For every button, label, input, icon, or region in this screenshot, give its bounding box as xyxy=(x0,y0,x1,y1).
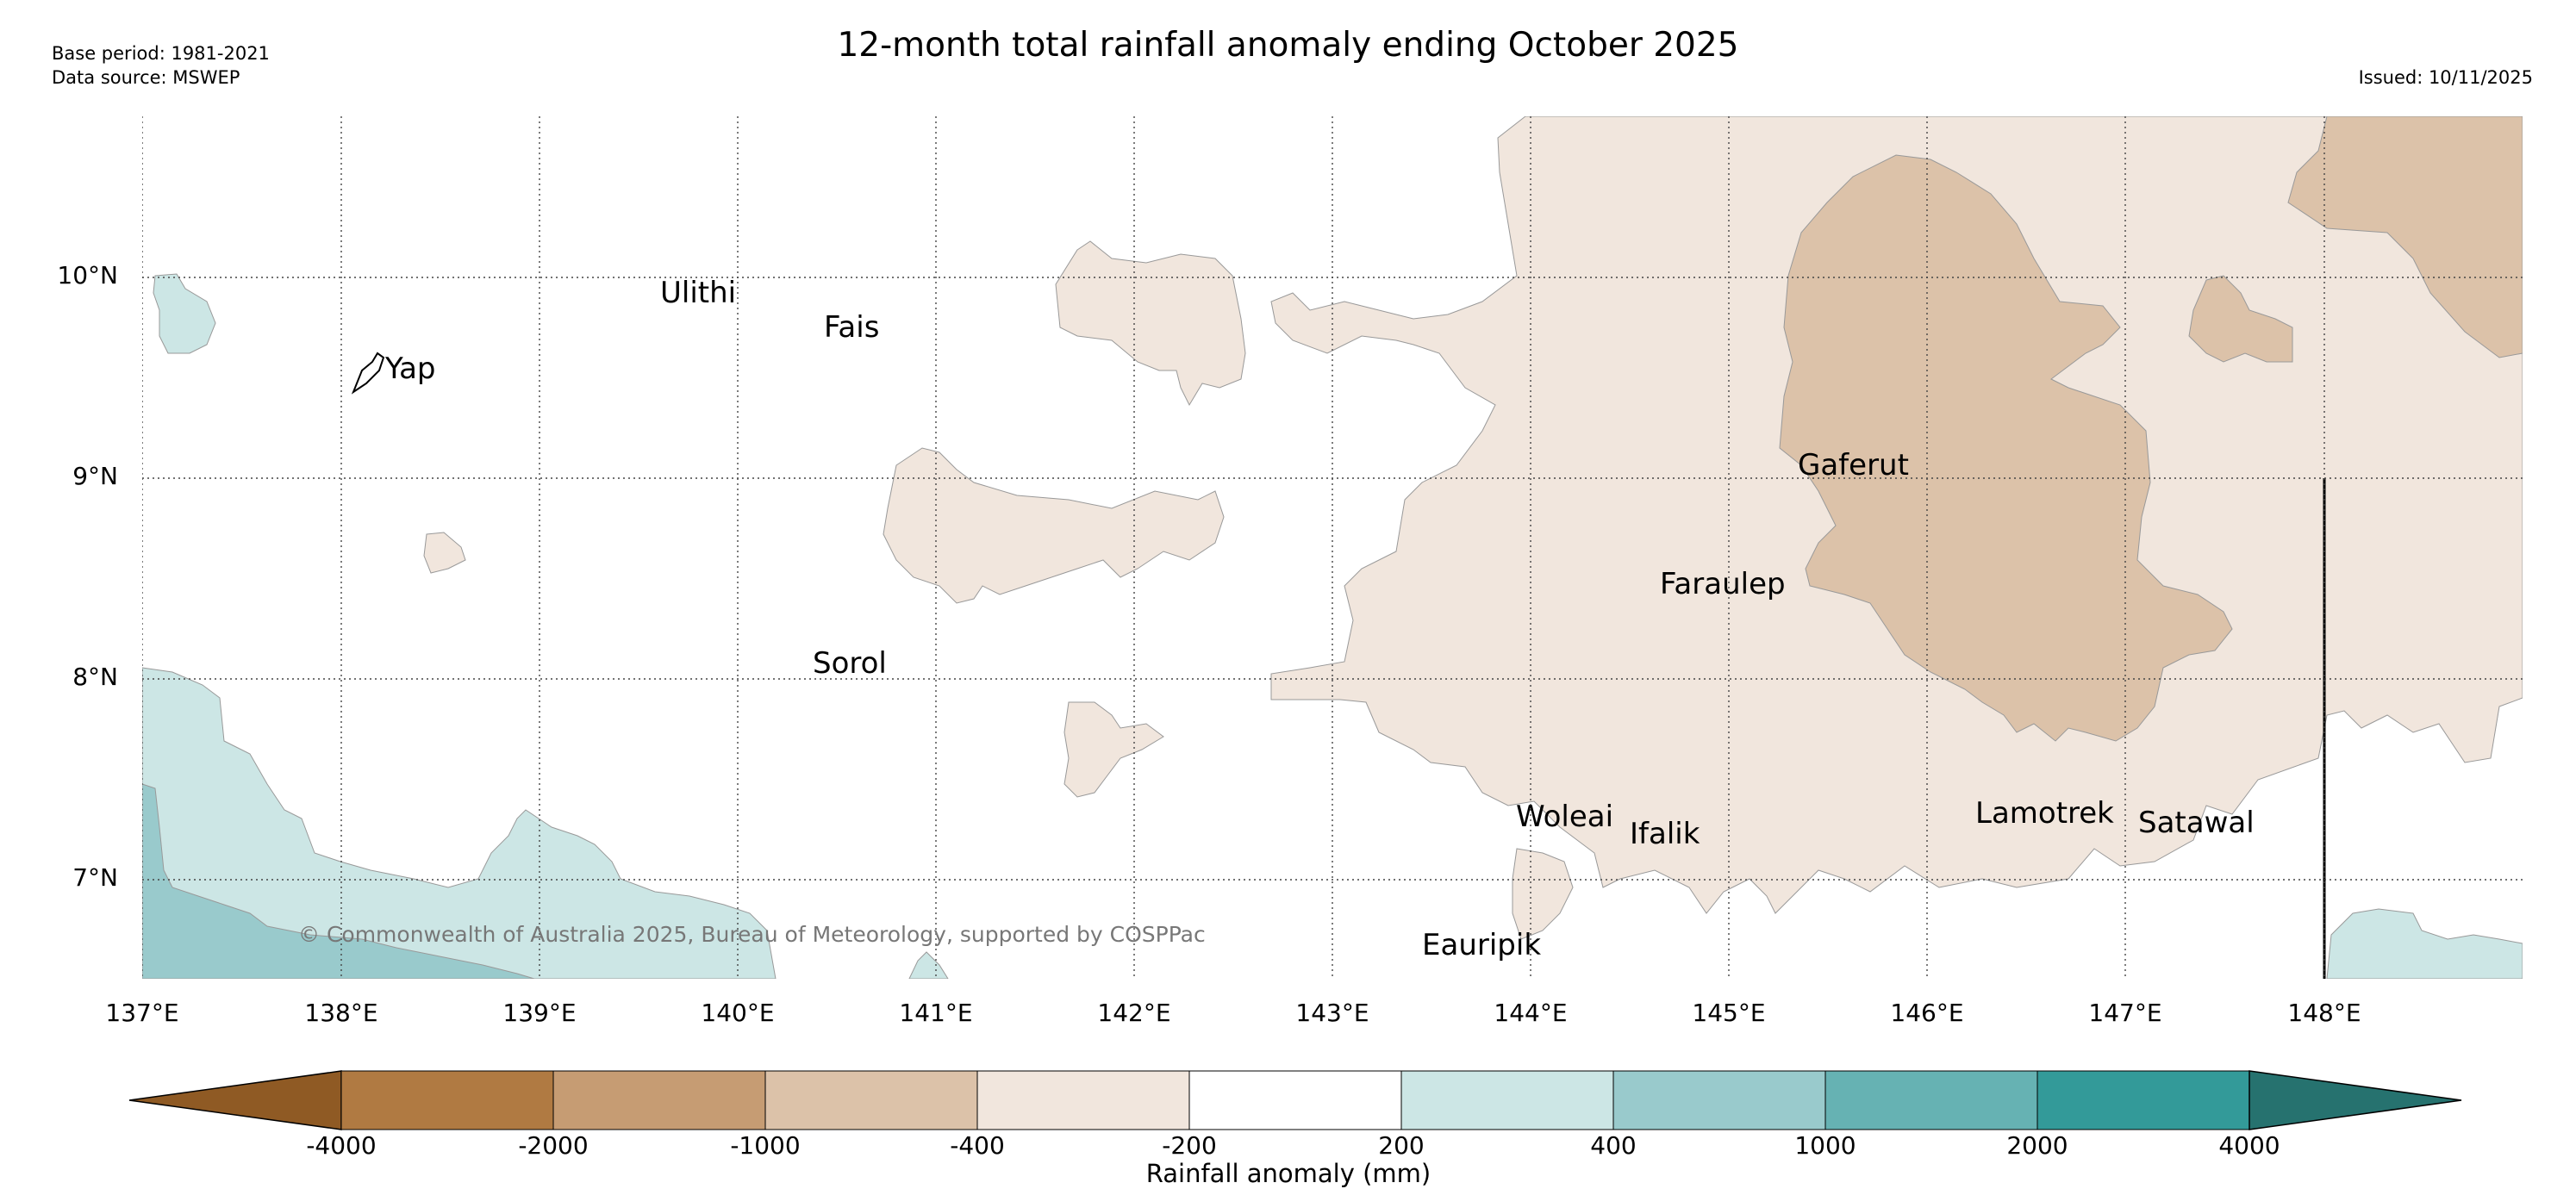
copyright-notice: © Commonwealth of Australia 2025, Bureau… xyxy=(298,922,1206,947)
lon-label-141e: 141°E xyxy=(899,999,973,1027)
colorbar-segment xyxy=(976,1070,1190,1130)
lon-label-140e: 140°E xyxy=(701,999,775,1027)
base-period-note: Base period: 1981-2021 xyxy=(52,43,270,64)
lon-label-139e: 139°E xyxy=(502,999,577,1027)
lon-label-138e: 138°E xyxy=(304,999,378,1027)
colorbar-tick-label: 1000 xyxy=(1794,1131,1856,1160)
moderate-dry-anomaly-region xyxy=(1779,154,2233,742)
place-label-faraulep: Faraulep xyxy=(1660,567,1786,601)
lon-label-142e: 142°E xyxy=(1097,999,1171,1027)
colorbar-segment xyxy=(1612,1070,1826,1130)
lat-label-7n: 7°N xyxy=(72,863,118,892)
dry-patch-141e xyxy=(883,447,1225,604)
lon-label-145e: 145°E xyxy=(1692,999,1766,1027)
dry-patch-138-5e xyxy=(423,532,466,574)
colorbar-tick-label: 4000 xyxy=(2218,1131,2280,1160)
place-label-fais: Fais xyxy=(824,310,880,345)
dry-patch-eauripik xyxy=(1512,848,1574,940)
wet-patch-se xyxy=(2326,908,2523,979)
place-label-satawal: Satawal xyxy=(2138,806,2255,840)
place-label-lamotrek: Lamotrek xyxy=(1975,796,2114,831)
wet-anomaly-region-sw xyxy=(142,667,777,979)
place-label-eauripik: Eauripik xyxy=(1422,928,1542,962)
colorbar-segment xyxy=(552,1070,766,1130)
lon-label-148e: 148°E xyxy=(2287,999,2361,1027)
wet-patch-141e xyxy=(908,951,949,979)
lon-label-146e: 146°E xyxy=(1890,999,1964,1027)
place-label-woleai: Woleai xyxy=(1516,800,1614,834)
wet-anomaly-region-sw-strong xyxy=(142,783,535,979)
data-source-note: Data source: MSWEP xyxy=(52,67,240,88)
lon-label-137e: 137°E xyxy=(105,999,179,1027)
colorbar-tick-label: 2000 xyxy=(2006,1131,2068,1160)
colorbar xyxy=(128,1070,2462,1130)
lon-label-143e: 143°E xyxy=(1295,999,1369,1027)
place-label-ifalik: Ifalik xyxy=(1630,817,1700,851)
moderate-dry-anomaly-patch xyxy=(2188,275,2293,363)
colorbar-segment xyxy=(340,1070,554,1130)
colorbar-segment xyxy=(764,1070,978,1130)
lat-label-10n: 10°N xyxy=(57,261,118,289)
lat-label-9n: 9°N xyxy=(72,462,118,490)
colorbar-segment xyxy=(2036,1070,2250,1130)
dry-patch-141-8e xyxy=(1063,701,1164,798)
colorbar-segment xyxy=(1188,1070,1402,1130)
place-label-sorol: Sorol xyxy=(813,646,887,681)
map-gridlines xyxy=(142,116,2523,979)
colorbar-segment xyxy=(1400,1070,1614,1130)
lat-label-8n: 8°N xyxy=(72,663,118,691)
colorbar-high-extension xyxy=(2249,1070,2462,1130)
colorbar-tick-label: -4000 xyxy=(306,1131,377,1160)
lon-label-147e: 147°E xyxy=(2088,999,2162,1027)
place-label-gaferut: Gaferut xyxy=(1798,448,1909,482)
lon-label-144e: 144°E xyxy=(1494,999,1568,1027)
colorbar-tick-label: -2000 xyxy=(518,1131,589,1160)
colorbar-tick-label: -200 xyxy=(1162,1131,1217,1160)
map-title: 12-month total rainfall anomaly ending O… xyxy=(837,26,1739,65)
dry-patch-142e xyxy=(1055,240,1246,407)
yap-island xyxy=(351,352,385,395)
moderate-dry-anomaly-region-ne xyxy=(2287,116,2523,358)
colorbar-tick-label: 200 xyxy=(1378,1131,1425,1160)
wet-patch-137-9n xyxy=(153,273,216,354)
colorbar-tick-label: -1000 xyxy=(730,1131,801,1160)
colorbar-segment xyxy=(1824,1070,2038,1130)
colorbar-title: Rainfall anomaly (mm) xyxy=(1145,1159,1431,1188)
colorbar-tick-label: 400 xyxy=(1590,1131,1637,1160)
issued-date: Issued: 10/11/2025 xyxy=(2358,67,2533,88)
colorbar-low-extension xyxy=(128,1070,342,1130)
place-label-yap: Yap xyxy=(385,352,436,386)
colorbar-tick-label: -400 xyxy=(950,1131,1005,1160)
place-label-ulithi: Ulithi xyxy=(660,276,737,310)
